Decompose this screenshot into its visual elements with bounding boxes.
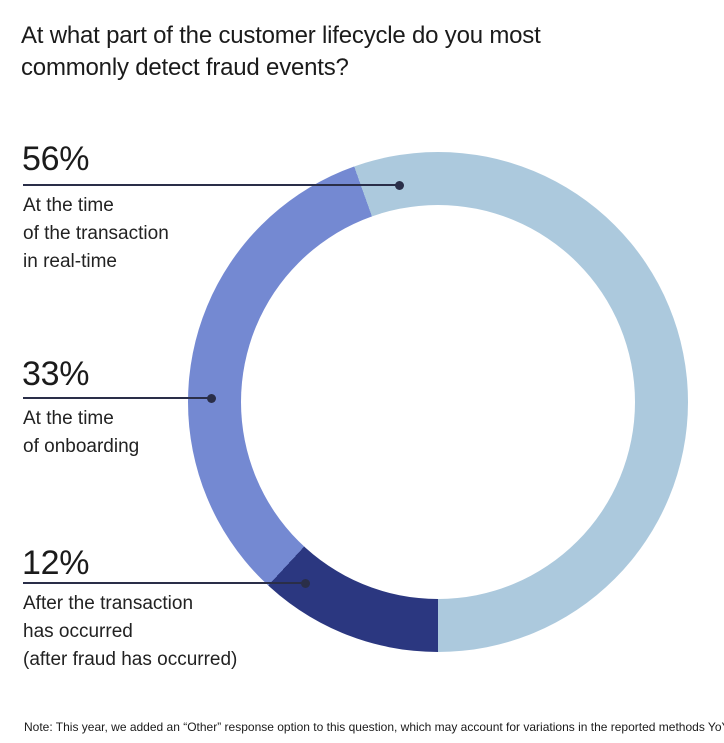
footnote: Note: This year, we added an “Other” res… — [24, 720, 724, 734]
slice-56-label-line-3: in real-time — [23, 251, 117, 272]
slice-56-leader-line — [23, 180, 404, 190]
slice-12-leader-line — [23, 578, 310, 588]
slice-56-label-line-2: of the transaction — [23, 223, 169, 244]
chart-title-line-1: At what part of the customer lifecycle d… — [21, 22, 541, 49]
slice-56-label-line-1: At the time — [23, 195, 114, 216]
slice-56-percent-label: 56% — [22, 140, 90, 178]
slice-33-label: At the time of onboarding — [23, 405, 139, 461]
slice-12-percent-label: 12% — [22, 544, 90, 582]
slice-12-label: After the transaction has occurred (afte… — [23, 590, 237, 674]
slice-33-leader-dot — [207, 393, 216, 403]
donut-hole — [241, 205, 635, 599]
slice-12-label-line-2: has occurred — [23, 621, 133, 642]
slice-12-label-line-1: After the transaction — [23, 593, 194, 614]
slice-12-leader-dot — [301, 578, 310, 588]
chart-title: At what part of the customer lifecycle d… — [21, 20, 541, 84]
slice-12-label-line-3: (after fraud has occurred) — [23, 649, 238, 670]
donut-chart — [188, 152, 688, 652]
slice-33-label-line-2: of onboarding — [23, 436, 140, 457]
slice-33-percent-label: 33% — [22, 355, 90, 393]
slice-33-leader-line — [23, 393, 216, 403]
chart-title-line-2: commonly detect fraud events? — [21, 54, 349, 81]
slice-33-label-line-1: At the time — [23, 408, 114, 429]
slice-56-leader-dot — [395, 180, 404, 190]
slice-56-label: At the time of the transaction in real-t… — [23, 192, 169, 276]
